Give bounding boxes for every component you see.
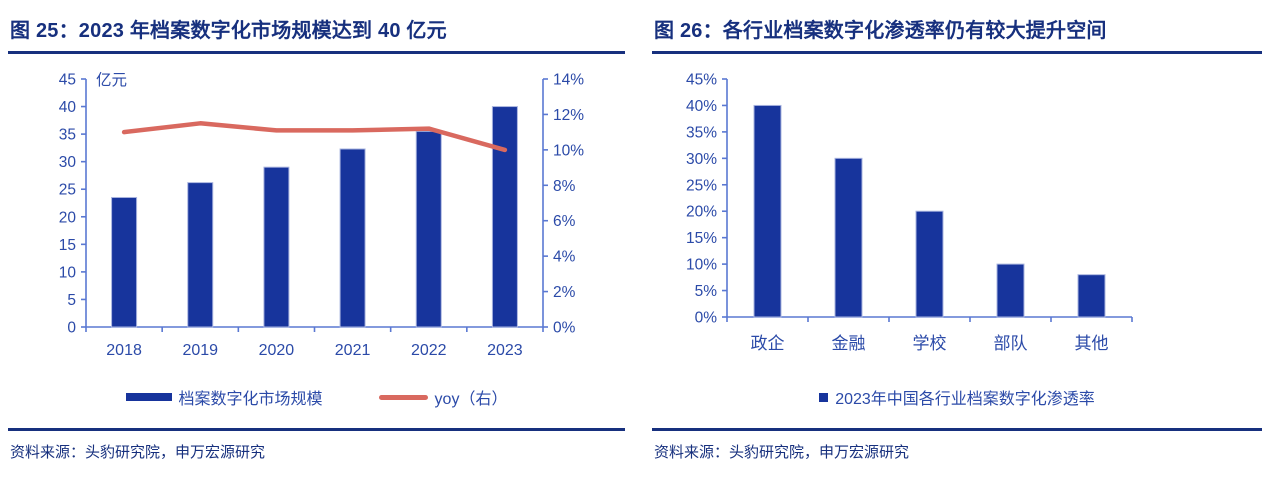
- penetration-bar: [996, 263, 1025, 318]
- line-series-swatch-icon: [378, 394, 428, 400]
- legend-label-market-size: 档案数字化市场规模: [178, 391, 323, 408]
- y-axis-tick-label: 0%: [695, 310, 718, 327]
- y-axis-tick-label: 5%: [695, 283, 718, 300]
- bar-series-swatch-icon: [125, 393, 172, 401]
- left-axis-tick-label: 25: [59, 182, 76, 199]
- right-axis-tick-label: 4%: [553, 249, 576, 266]
- y-axis-tick-label: 30%: [686, 151, 717, 168]
- y-axis-tick-label: 40%: [686, 98, 717, 115]
- x-axis-category-label: 2021: [335, 342, 371, 359]
- y-axis-tick-label: 20%: [686, 204, 717, 221]
- right-axis-tick-label: 10%: [553, 142, 584, 159]
- left-axis-unit-label: 亿元: [96, 72, 128, 89]
- y-axis-tick-label: 45%: [686, 72, 717, 89]
- right-axis-tick-label: 8%: [553, 178, 576, 195]
- figure-26: 图 26：各行业档案数字化渗透率仍有较大提升空间 0% 5% 10% 15% 20% 25…: [652, 10, 1262, 472]
- penetration-bar: [1077, 274, 1106, 318]
- left-axis-tick-label: 45: [59, 72, 76, 89]
- right-axis-tick-label: 14%: [553, 72, 584, 89]
- market-size-bar: [415, 130, 442, 328]
- x-axis-category-label: 政企: [751, 334, 785, 353]
- market-size-bar: [491, 106, 518, 328]
- x-axis-category-label: 2020: [259, 342, 295, 359]
- legend-item-yoy: yoy（右）: [378, 385, 508, 409]
- penetration-bar: [915, 210, 944, 318]
- figure-25-legend: 档案数字化市场规模 yoy（右）: [8, 385, 625, 409]
- market-size-bar: [111, 196, 138, 328]
- right-axis-tick-label: 2%: [553, 284, 576, 301]
- market-size-bar: [187, 182, 214, 328]
- market-size-bar: [339, 148, 366, 328]
- penetration-bar: [753, 104, 782, 318]
- left-axis-tick-label: 20: [59, 209, 77, 226]
- penetration-bar: [834, 157, 863, 318]
- left-axis-tick-label: 15: [59, 237, 76, 254]
- source-divider: [8, 428, 625, 431]
- yoy-line: [121, 121, 508, 153]
- right-axis-tick-label: 12%: [553, 107, 584, 124]
- x-axis-category-label: 其他: [1075, 334, 1109, 353]
- legend-item-penetration: 2023年中国各行业档案数字化渗透率: [819, 385, 1095, 409]
- source-divider: [652, 428, 1262, 431]
- y-axis-tick-label: 25%: [686, 177, 717, 194]
- source-note: 资料来源：头豹研究院，申万宏源研究: [654, 444, 910, 461]
- legend-label-penetration: 2023年中国各行业档案数字化渗透率: [835, 391, 1095, 408]
- x-axis-category-label: 2023: [487, 342, 523, 359]
- x-axis-category-label: 学校: [913, 334, 947, 353]
- legend-item-market-size: 档案数字化市场规模: [125, 385, 323, 409]
- right-axis-tick-label: 6%: [553, 213, 576, 230]
- left-axis-tick-label: 30: [59, 154, 77, 171]
- market-size-combo-chart: 0 5 10 15 20 25 30 35 40 45 0% 2% 4% 6% 8% 10% 12% 14% 201…: [59, 72, 584, 360]
- figure-25-title: 图 25：2023 年档案数字化市场规模达到 40 亿元: [8, 10, 625, 54]
- left-axis-tick-label: 40: [59, 99, 77, 116]
- figure-26-legend: 2023年中国各行业档案数字化渗透率: [652, 385, 1262, 409]
- left-axis-tick-label: 5: [67, 292, 76, 309]
- penetration-bar-chart: 0% 5% 10% 15% 20% 25% 30% 35% 40% 45% 政企 金融 学校 部队 其他: [686, 72, 1133, 353]
- x-axis-category-label: 金融: [832, 334, 866, 353]
- market-size-bar: [263, 166, 290, 328]
- y-axis-tick-label: 10%: [686, 257, 717, 274]
- x-axis-category-label: 部队: [994, 334, 1028, 353]
- figure-25: 图 25：2023 年档案数字化市场规模达到 40 亿元 0 5 10 15 20 25 3…: [8, 10, 625, 472]
- x-axis-category-label: 2019: [182, 342, 218, 359]
- y-axis-tick-label: 15%: [686, 230, 717, 247]
- left-axis-tick-label: 35: [59, 127, 76, 144]
- right-axis-tick-label: 0%: [553, 320, 576, 337]
- y-axis-tick-label: 35%: [686, 124, 717, 141]
- bar-series-swatch-icon: [819, 392, 829, 402]
- left-axis-tick-label: 0: [67, 320, 76, 337]
- source-note: 资料来源：头豹研究院，申万宏源研究: [10, 444, 266, 461]
- figure-26-title: 图 26：各行业档案数字化渗透率仍有较大提升空间: [652, 10, 1262, 54]
- legend-label-yoy: yoy（右）: [434, 391, 508, 408]
- left-axis-tick-label: 10: [59, 264, 77, 281]
- x-axis-category-label: 2018: [106, 342, 142, 359]
- x-axis-category-label: 2022: [411, 342, 447, 359]
